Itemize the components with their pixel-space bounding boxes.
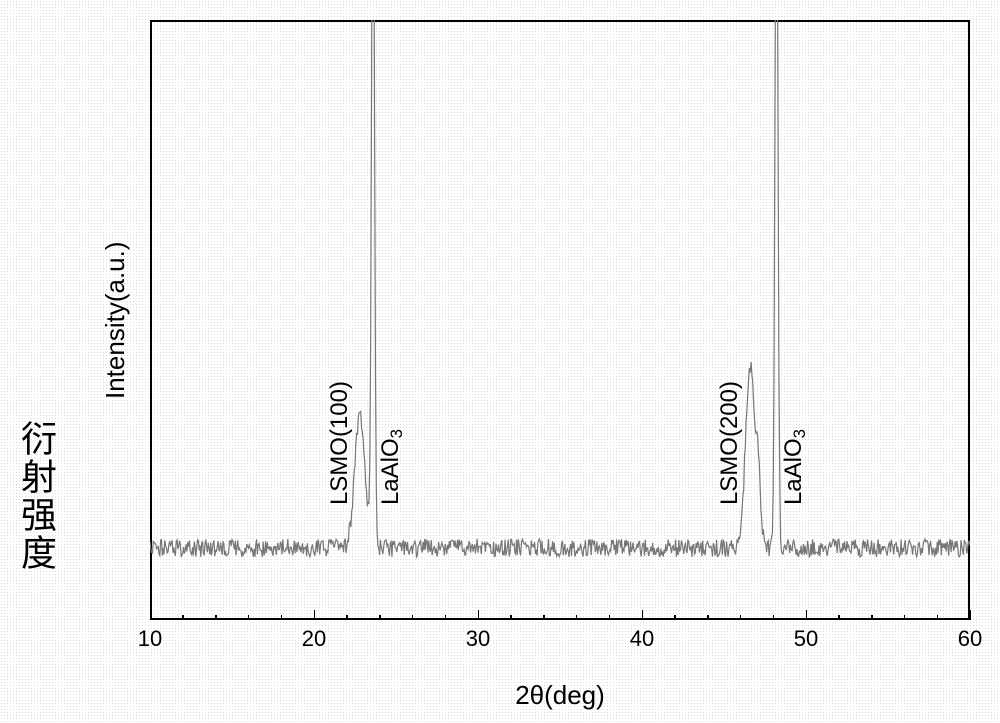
x-tick-minor xyxy=(838,615,840,620)
x-tick-minor xyxy=(576,615,578,620)
x-tick-minor xyxy=(773,615,775,620)
x-tick-minor xyxy=(937,615,939,620)
x-tick-major xyxy=(314,610,316,620)
x-tick-minor xyxy=(510,615,512,620)
x-tick-label: 40 xyxy=(630,626,654,652)
x-tick-minor xyxy=(904,615,906,620)
peak-label-lsmo100: LSMO(100) xyxy=(326,381,354,505)
x-tick-minor xyxy=(707,615,709,620)
x-tick-minor xyxy=(871,615,873,620)
xrd-trace xyxy=(150,20,970,620)
y-axis-label-cjk: 衍射强度 xyxy=(10,420,62,572)
y-axis-label: Intensity(a.u.) xyxy=(100,170,131,470)
x-tick-major xyxy=(478,610,480,620)
x-tick-major xyxy=(150,610,152,620)
x-tick-minor xyxy=(182,615,184,620)
peak-label-lsmo200: LSMO(200) xyxy=(716,381,744,505)
x-tick-minor xyxy=(412,615,414,620)
x-tick-minor xyxy=(674,615,676,620)
x-axis-ticks: 102030405060 xyxy=(150,620,970,680)
x-tick-minor xyxy=(379,615,381,620)
x-tick-minor xyxy=(445,615,447,620)
x-tick-minor xyxy=(248,615,250,620)
x-tick-label: 10 xyxy=(138,626,162,652)
x-tick-minor xyxy=(543,615,545,620)
x-tick-minor xyxy=(609,615,611,620)
peak-label-laalo3-2: LaAlO3 xyxy=(780,429,810,505)
x-tick-major xyxy=(970,610,972,620)
x-tick-minor xyxy=(215,615,217,620)
peak-label-laalo3-1: LaAlO3 xyxy=(377,429,407,505)
x-tick-label: 60 xyxy=(958,626,982,652)
x-tick-minor xyxy=(281,615,283,620)
x-tick-minor xyxy=(346,615,348,620)
x-tick-minor xyxy=(740,615,742,620)
x-tick-major xyxy=(806,610,808,620)
x-axis-label: 2θ(deg) xyxy=(150,680,970,711)
x-tick-major xyxy=(642,610,644,620)
x-tick-label: 20 xyxy=(302,626,326,652)
plot-area: LSMO(100) LaAlO3 LSMO(200) LaAlO3 xyxy=(150,20,970,620)
x-tick-label: 50 xyxy=(794,626,818,652)
x-tick-label: 30 xyxy=(466,626,490,652)
